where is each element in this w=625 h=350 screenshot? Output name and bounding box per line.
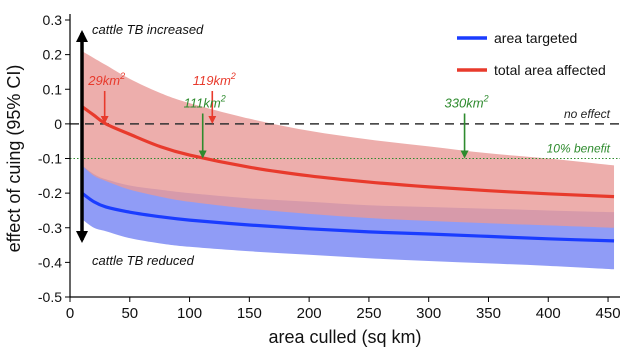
x-axis-label: area culled (sq km)	[268, 327, 421, 347]
ci-band-area-targeted	[81, 165, 615, 270]
x-tick-label: 0	[66, 305, 74, 322]
x-tick-label: 50	[121, 305, 138, 322]
annotation-29km-label: 29km2	[87, 71, 125, 88]
y-tick-label: -0.1	[38, 151, 62, 167]
annotation-111km-label: 111km2	[184, 93, 226, 110]
x-tick-label: 200	[297, 305, 322, 322]
x-tick-label: 350	[476, 305, 501, 322]
ci-band-total-area-affected	[81, 51, 615, 228]
x-tick-label: 100	[177, 305, 202, 322]
annotations: cattle TB increased cattle TB reduced 29km…	[76, 22, 489, 268]
reference-lines: no effect 10% benefit	[70, 107, 620, 159]
legend: area targeted total area affected	[457, 30, 606, 78]
x-tick-label: 250	[356, 305, 381, 322]
y-tick-label: -0.5	[38, 289, 62, 305]
annotation-119km-label: 119km2	[193, 71, 236, 88]
y-tick-label: 0	[54, 116, 62, 132]
y-tick-label: 0.1	[43, 81, 63, 97]
x-tick-label: 300	[416, 305, 441, 322]
reference-label-benefit: 10% benefit	[547, 142, 611, 156]
annotation-tb-increased: cattle TB increased	[92, 22, 204, 37]
y-tick-label: -0.2	[38, 185, 62, 201]
x-tick-label: 400	[536, 305, 561, 322]
y-tick-label: 0.3	[43, 12, 63, 28]
y-tick-label: -0.4	[38, 254, 62, 270]
series-line-total-area-affected	[81, 105, 615, 199]
x-tick-label: 150	[237, 305, 262, 322]
series-line-area-targeted	[81, 191, 615, 243]
y-tick-label: 0.2	[43, 47, 63, 63]
reference-label-no-effect: no effect	[564, 107, 611, 121]
x-tick-label: 450	[596, 305, 621, 322]
ci-bands	[81, 51, 615, 270]
series-lines	[81, 105, 615, 243]
legend-total-area-affected-label: total area affected	[494, 62, 606, 78]
annotation-330km-label: 330km2	[445, 93, 489, 110]
y-tick-label: -0.3	[38, 220, 62, 236]
y-axis-label: effect of cuing (95% CI)	[4, 65, 24, 253]
axes: -0.5 -0.4 -0.3 -0.2 -0.1 0 0.1 0.2 0.3 0 50 100 150 2…	[38, 12, 621, 322]
annotation-tb-reduced: cattle TB reduced	[92, 253, 195, 268]
legend-area-targeted-label: area targeted	[494, 30, 577, 46]
